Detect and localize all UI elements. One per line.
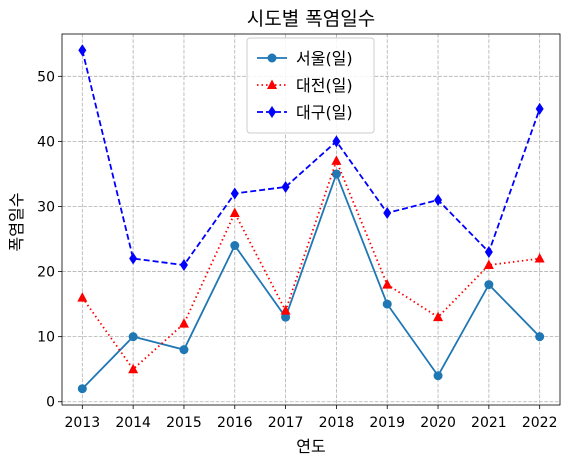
data-point-diamond <box>281 180 290 193</box>
data-point-diamond <box>179 259 188 272</box>
y-axis-ticks: 0 10 20 30 40 50 <box>37 69 62 411</box>
x-axis-label: 연도 <box>296 437 325 456</box>
data-point-circle <box>128 332 138 342</box>
data-point-triangle <box>331 155 342 165</box>
data-point-circle <box>331 169 341 179</box>
data-point-triangle <box>128 363 139 374</box>
data-point-diamond <box>129 252 138 265</box>
y-tick-label: 10 <box>37 330 55 346</box>
data-point-triangle <box>178 318 189 328</box>
x-tick-label: 2020 <box>420 415 456 431</box>
x-axis-ticks: 2013 2014 2015 2016 2017 2018 2019 2020 2021 2022 <box>65 405 558 431</box>
data-point-triangle <box>483 259 494 270</box>
data-point-diamond <box>535 102 544 115</box>
data-point-diamond <box>230 187 239 200</box>
plot-frame <box>61 33 561 406</box>
data-point-diamond <box>78 44 87 57</box>
data-point-diamond <box>434 193 443 206</box>
y-tick-label: 20 <box>37 265 55 281</box>
legend: 서울(일) 대전(일) 대구(일) <box>246 37 375 134</box>
x-tick-label: 2022 <box>522 415 558 431</box>
data-point-circle <box>281 312 291 322</box>
data-point-triangle <box>280 305 291 315</box>
data-point-diamond <box>484 246 493 259</box>
x-tick-label: 2017 <box>268 415 304 431</box>
series-1 <box>77 169 545 394</box>
x-tick-label: 2015 <box>166 415 202 431</box>
data-point-circle <box>179 345 189 355</box>
y-axis-label: 폭염일수 <box>7 193 26 252</box>
data-point-circle <box>382 299 392 309</box>
x-tick-label: 2021 <box>471 415 507 431</box>
series-line <box>81 158 540 371</box>
data-point-circle <box>484 280 494 290</box>
data-point-diamond <box>268 106 276 118</box>
series-line <box>81 50 541 267</box>
legend-label: 대전(일) <box>296 76 353 95</box>
data-point-diamond <box>383 206 392 219</box>
x-tick-label: 2019 <box>369 415 405 431</box>
data-point-triangle <box>77 292 88 302</box>
legend-label: 대구(일) <box>296 103 353 122</box>
data-point-circle <box>230 241 240 251</box>
x-tick-label: 2014 <box>115 415 151 431</box>
series-line <box>81 171 541 390</box>
data-point-diamond <box>332 135 341 148</box>
data-point-triangle <box>382 279 393 289</box>
x-tick-label: 2016 <box>217 415 253 431</box>
series-2 <box>77 155 545 374</box>
y-tick-label: 50 <box>37 69 55 85</box>
data-point-triangle <box>229 207 240 217</box>
y-tick-label: 30 <box>37 199 55 215</box>
y-tick-label: 40 <box>37 134 55 150</box>
x-tick-label: 2013 <box>65 415 101 431</box>
data-point-circle <box>77 384 87 394</box>
data-point-triangle <box>534 253 545 263</box>
data-point-triangle <box>267 79 277 89</box>
y-tick-label: 0 <box>46 395 55 411</box>
data-point-circle <box>267 53 277 63</box>
legend-label: 서울(일) <box>296 49 353 68</box>
x-tick-label: 2018 <box>319 415 355 431</box>
chart-title: 시도별 폭염일수 <box>247 8 375 30</box>
legend-box <box>246 37 375 134</box>
data-point-triangle <box>433 311 444 322</box>
data-point-circle <box>433 371 443 381</box>
series-3 <box>78 44 544 272</box>
data-point-circle <box>535 332 545 342</box>
